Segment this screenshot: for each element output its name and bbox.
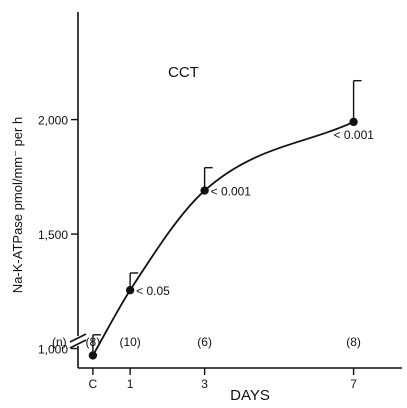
x-ticks: C 1 3 7 (89, 368, 357, 391)
y-tick-label: 1,000 (38, 343, 68, 357)
n-count-label: (10) (119, 335, 140, 349)
data-point (88, 351, 98, 360)
x-tick-label: 7 (350, 377, 357, 391)
data-point (125, 285, 135, 295)
y-axis-break-mark-2 (69, 339, 87, 349)
data-curve (92, 121, 354, 356)
chart-title: CCT (168, 64, 199, 81)
x-axis-label: DAYS (230, 387, 270, 404)
y-tick-label: 1,500 (38, 228, 68, 242)
y-axis-break-mark-1 (69, 333, 87, 343)
n-count-label: (8) (346, 335, 361, 349)
data-point (200, 186, 209, 195)
x-tick-label: 1 (127, 377, 134, 391)
x-tick-label: 3 (201, 377, 208, 391)
p-value-annotation: < 0.05 (136, 284, 170, 298)
y-ticks: 1,000 1,500 2,000 (38, 114, 78, 357)
data-points: < 0.05 < 0.001 < 0.001 (88, 79, 375, 360)
n-count-label: (6) (197, 335, 212, 349)
y-tick-label: 2,000 (38, 114, 68, 128)
data-point (349, 117, 358, 127)
p-value-annotation: < 0.001 (334, 128, 375, 142)
x-tick-label: C (89, 377, 98, 391)
y-axis-label: Na-K-ATPase pmol/mm⁻ per h (10, 117, 25, 293)
n-labels: (8) (10) (6) (8) (86, 335, 361, 349)
p-value-annotation: < 0.001 (211, 185, 252, 199)
n-header-label: (n) (52, 335, 67, 349)
